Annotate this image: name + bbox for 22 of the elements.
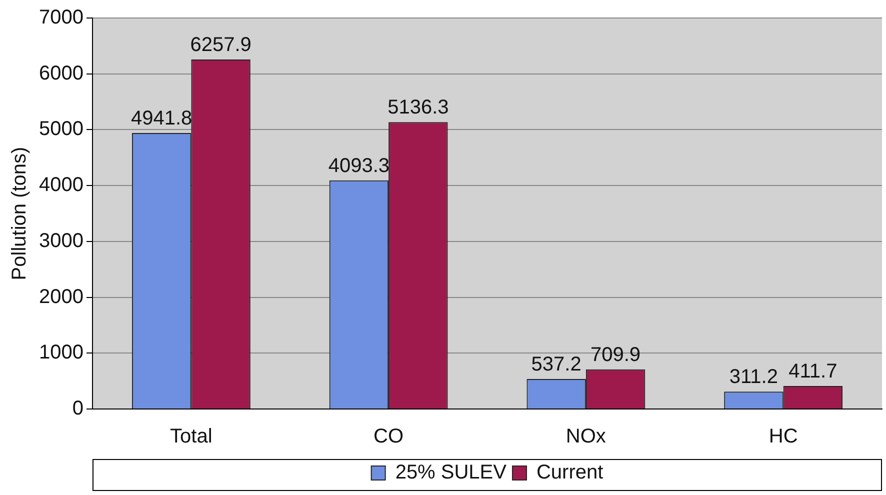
x-tick-label: HC: [768, 426, 798, 448]
y-axis-title: Pollution (tons): [8, 146, 31, 280]
data-label: 709.9: [590, 344, 641, 366]
y-tick-label: 7000: [38, 6, 84, 29]
data-label: 5136.3: [388, 96, 449, 119]
y-tick-label: 4000: [38, 174, 84, 196]
y-tick-label: 1000: [38, 342, 84, 364]
data-label: 537.2: [531, 354, 582, 376]
data-label: 311.2: [729, 366, 778, 388]
y-tick-label: 3000: [38, 230, 84, 252]
data-label: 4941.8: [130, 107, 192, 130]
y-tick-label: 6000: [38, 62, 84, 84]
y-tick-label: 0: [72, 398, 84, 420]
y-tick-label: 2000: [38, 286, 84, 308]
legend-label: Current: [536, 462, 604, 484]
x-tick-label: Total: [170, 426, 212, 448]
x-tick-label: CO: [374, 426, 404, 448]
y-tick-label: 5000: [38, 118, 84, 140]
legend-label: 25% SULEV: [395, 462, 508, 484]
data-label: 6257.9: [190, 34, 252, 56]
data-label: 411.7: [788, 360, 838, 383]
x-tick-label: NOx: [566, 426, 606, 448]
